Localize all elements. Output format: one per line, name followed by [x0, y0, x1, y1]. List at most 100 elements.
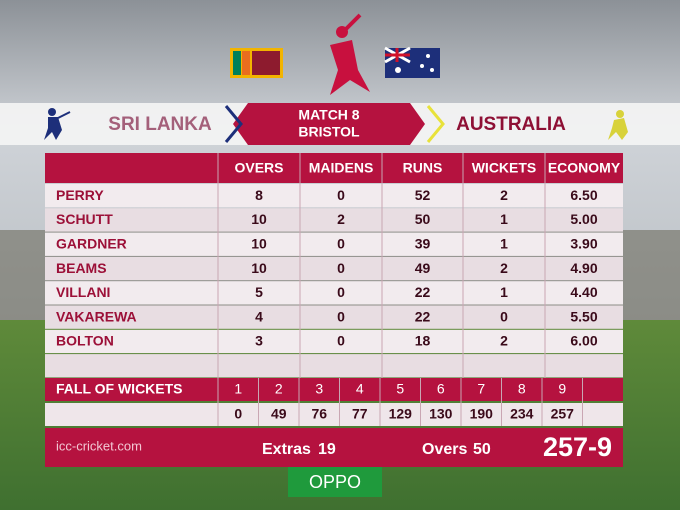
stat: 18	[415, 333, 431, 349]
fow-score: 76	[311, 406, 327, 422]
stat: 0	[337, 333, 345, 349]
flag-sri-lanka	[230, 48, 283, 78]
stat: 2	[500, 260, 508, 276]
batter-icon	[44, 108, 71, 140]
extras-label: Extras	[262, 441, 311, 458]
stat: 0	[337, 284, 345, 300]
venue: BRISTOL	[298, 124, 360, 140]
fow-score: 190	[470, 406, 494, 422]
stat: 5	[255, 284, 263, 300]
table-row	[45, 354, 623, 378]
table-row	[45, 208, 623, 232]
stat: 5.00	[570, 211, 597, 227]
wicket-number: 5	[396, 381, 404, 397]
bowler-name: BOLTON	[56, 333, 114, 349]
stat: 6.50	[570, 187, 597, 203]
stat: 49	[415, 260, 431, 276]
column-header: OVERS	[234, 160, 283, 176]
team-name: SRI LANKA	[108, 114, 212, 135]
table-row	[45, 329, 623, 354]
chevron	[426, 105, 445, 143]
stat: 22	[415, 284, 431, 300]
stat: 5.50	[570, 308, 597, 324]
stat: 10	[251, 235, 267, 251]
bowler-name: VAKAREWA	[56, 308, 137, 324]
wicket-number: 9	[558, 381, 566, 397]
stat: 8	[255, 187, 263, 203]
wicket-number: 1	[234, 381, 242, 397]
fow-score: 234	[510, 406, 534, 422]
stat: 3	[255, 333, 263, 349]
bowler-name: PERRY	[56, 187, 104, 203]
stat: 4	[255, 308, 263, 324]
footer	[45, 428, 623, 467]
wicket-number: 8	[518, 381, 526, 397]
bowler-icon	[608, 110, 628, 140]
stat: 22	[415, 308, 431, 324]
extras: 19	[318, 441, 336, 458]
logo	[330, 13, 370, 95]
stat: 10	[251, 260, 267, 276]
chevron	[224, 105, 243, 143]
column-header: MAIDENS	[309, 160, 374, 176]
fow-score: 129	[389, 406, 413, 422]
fow-score: 49	[271, 406, 287, 422]
wicket-number: 2	[275, 381, 283, 397]
wicket-number: 6	[437, 381, 445, 397]
table-header	[45, 153, 623, 183]
bowler-name: SCHUTT	[56, 211, 113, 227]
stat: 0	[337, 308, 345, 324]
stat: 4.40	[570, 284, 597, 300]
match-badge	[233, 103, 425, 145]
stat: 1	[500, 211, 508, 227]
table-row	[45, 184, 623, 208]
wicket-number: 4	[356, 381, 364, 397]
stat: 3.90	[570, 235, 597, 251]
column-header: RUNS	[403, 160, 443, 176]
bowler-name: GARDNER	[56, 235, 127, 251]
fow-score: 130	[429, 406, 453, 422]
total: 257-9	[543, 432, 612, 462]
fow-score: 77	[352, 406, 368, 422]
stat: 2	[337, 211, 345, 227]
site: icc-cricket.com	[56, 438, 142, 453]
column-header: ECONOMY	[548, 160, 621, 176]
fow-score: 257	[551, 406, 575, 422]
stat: 6.00	[570, 333, 597, 349]
stat: 0	[337, 187, 345, 203]
sponsor: OPPO	[309, 472, 361, 492]
stat: 0	[337, 260, 345, 276]
fow-label: FALL OF WICKETS	[56, 381, 183, 397]
stat: 0	[500, 308, 508, 324]
stat: 2	[500, 187, 508, 203]
wicket-number: 3	[315, 381, 323, 397]
stat: 1	[500, 235, 508, 251]
overs: 50	[473, 441, 491, 458]
table-row	[45, 232, 623, 256]
stat: 10	[251, 211, 267, 227]
table-row	[45, 305, 623, 329]
stat: 4.90	[570, 260, 597, 276]
stat: 2	[500, 333, 508, 349]
stat: 1	[500, 284, 508, 300]
column-header: WICKETS	[472, 160, 537, 176]
stat: 0	[337, 235, 345, 251]
fow-header	[45, 378, 623, 401]
flag-australia	[384, 46, 440, 78]
wicket-number: 7	[477, 381, 485, 397]
match-number: MATCH 8	[298, 107, 359, 123]
table-row	[45, 281, 623, 305]
sponsor-box	[288, 467, 382, 497]
stat: 50	[415, 211, 431, 227]
fow-score: 0	[234, 406, 242, 422]
stat: 52	[415, 187, 431, 203]
table-row	[45, 256, 623, 281]
fow-row	[45, 403, 623, 426]
bowler-name: BEAMS	[56, 260, 107, 276]
stat: 39	[415, 235, 431, 251]
bowler-name: VILLANI	[56, 284, 110, 300]
team-name: AUSTRALIA	[456, 114, 566, 135]
